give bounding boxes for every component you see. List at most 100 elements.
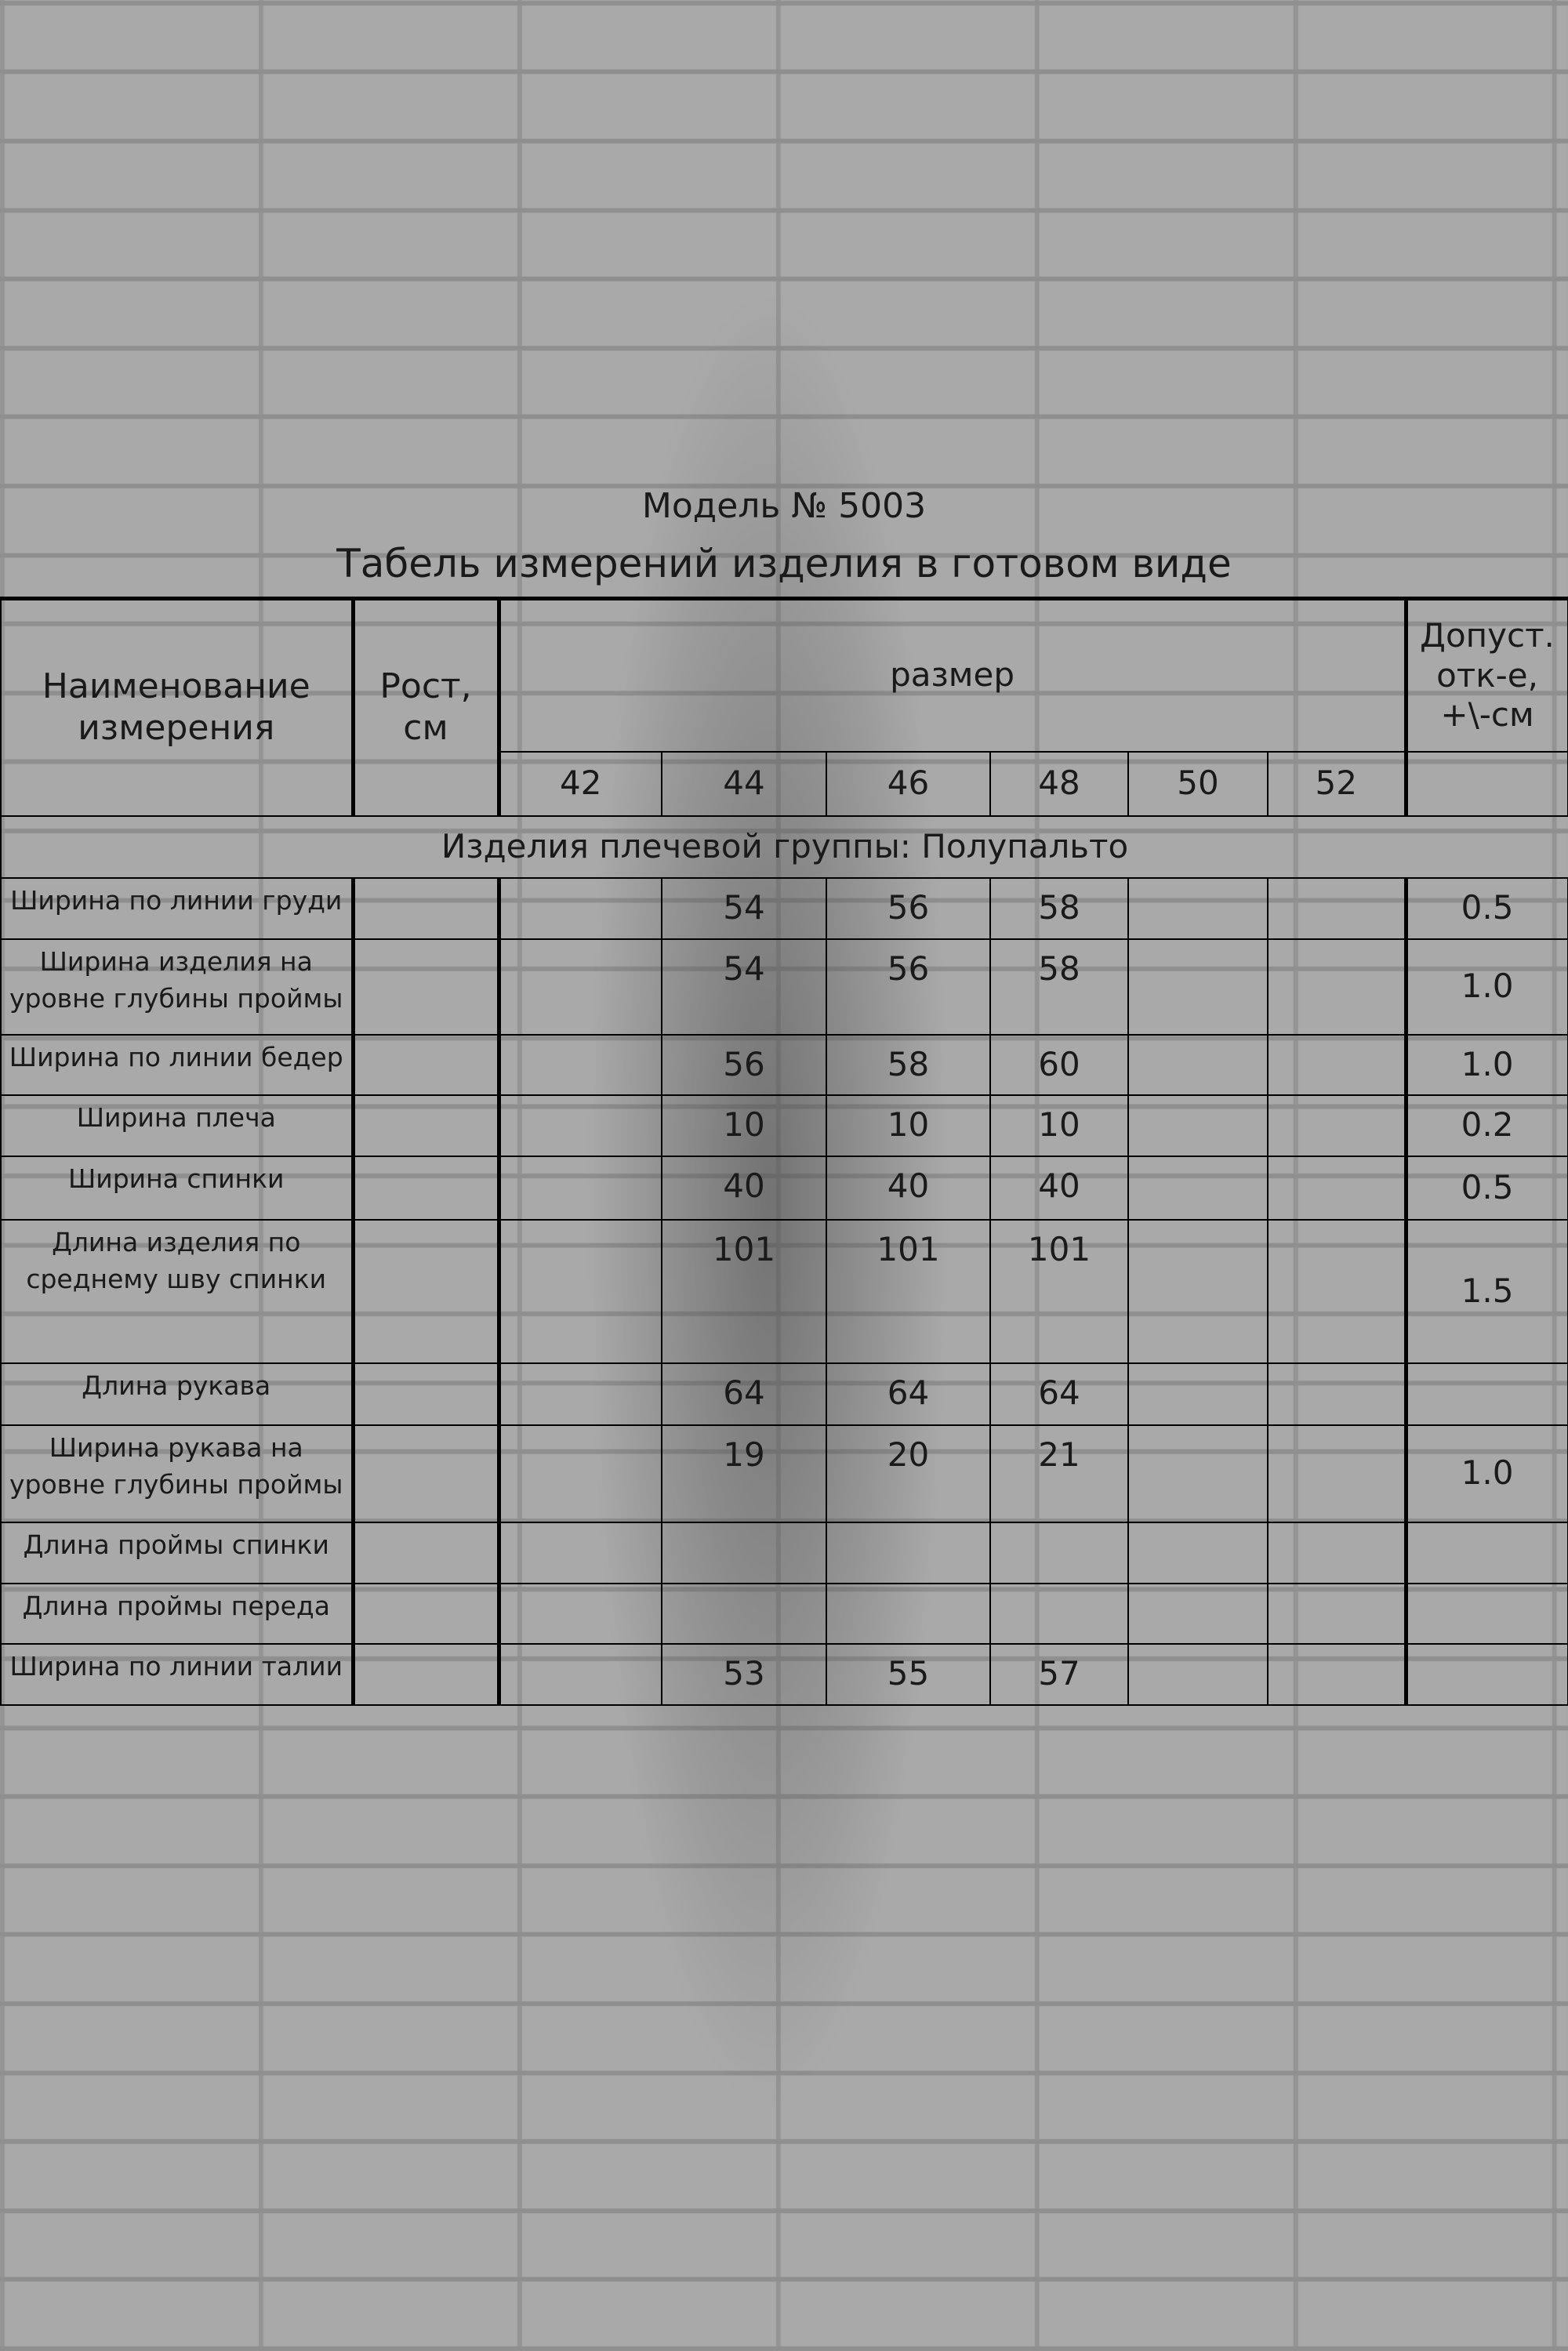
section-title: Изделия плечевой группы: Полупальто bbox=[0, 815, 1568, 879]
height-cell bbox=[350, 1155, 501, 1221]
size-value bbox=[498, 938, 662, 1036]
tolerance: 1.0 bbox=[1403, 1424, 1568, 1523]
size-value bbox=[498, 1033, 662, 1096]
table-row: Длина изделия по среднему шву спинки 101 1… bbox=[0, 1218, 1568, 1364]
size-value bbox=[1266, 1521, 1407, 1584]
size-value bbox=[498, 1521, 662, 1584]
model-number: Модель № 5003 bbox=[641, 486, 927, 526]
tolerance: 1.0 bbox=[1403, 938, 1568, 1036]
size-value bbox=[1266, 1362, 1407, 1426]
size-value bbox=[498, 1424, 662, 1523]
size-value bbox=[826, 1521, 991, 1584]
size-header: 52 bbox=[1266, 750, 1407, 817]
size-value bbox=[989, 1582, 1129, 1645]
size-value: 56 bbox=[826, 876, 991, 940]
size-value bbox=[1127, 938, 1269, 1036]
measurement-name: Ширина по линии бедер bbox=[0, 1033, 354, 1096]
size-value bbox=[1127, 876, 1269, 940]
table-row: Длина проймы переда bbox=[0, 1582, 1568, 1645]
measurement-name: Длина проймы спинки bbox=[0, 1521, 354, 1584]
header-name: Наименование измерения bbox=[0, 597, 354, 817]
measurement-name: Ширина изделия на уровне глубины проймы bbox=[0, 938, 354, 1036]
table-row: 42 44 46 48 50 52 bbox=[1, 750, 1568, 817]
measurement-name: Ширина по линии талии bbox=[0, 1642, 354, 1706]
size-value bbox=[498, 1642, 662, 1706]
tolerance: 0.5 bbox=[1403, 876, 1568, 940]
size-value bbox=[1127, 1094, 1269, 1157]
size-value bbox=[1266, 1582, 1407, 1645]
measurement-name: Ширина рукава на уровне глубины проймы bbox=[0, 1424, 354, 1523]
empty-cell bbox=[1403, 750, 1568, 817]
size-value bbox=[498, 1094, 662, 1157]
tolerance: 0.5 bbox=[1403, 1155, 1568, 1221]
size-value: 57 bbox=[989, 1642, 1129, 1706]
size-value bbox=[1266, 1424, 1407, 1523]
height-cell bbox=[350, 1362, 501, 1426]
height-cell bbox=[350, 938, 501, 1036]
size-value bbox=[498, 876, 662, 940]
size-value: 58 bbox=[989, 938, 1129, 1036]
header-height: Рост, см bbox=[350, 597, 501, 817]
size-value: 20 bbox=[826, 1424, 991, 1523]
table-row: Наименование измерения Рост, см размер Допу… bbox=[0, 597, 1568, 817]
size-value bbox=[498, 1155, 662, 1221]
size-value: 10 bbox=[661, 1094, 827, 1157]
size-value bbox=[498, 1362, 662, 1426]
size-value: 64 bbox=[661, 1362, 827, 1426]
size-value bbox=[1127, 1362, 1269, 1426]
size-value bbox=[1266, 1033, 1407, 1096]
height-cell bbox=[350, 876, 501, 940]
height-cell bbox=[350, 1521, 501, 1584]
size-header: 42 bbox=[498, 750, 662, 817]
height-cell bbox=[350, 1582, 501, 1645]
size-value bbox=[1127, 1424, 1269, 1523]
tolerance bbox=[1403, 1521, 1568, 1584]
size-value bbox=[661, 1521, 827, 1584]
tolerance bbox=[1403, 1582, 1568, 1645]
measurement-name: Ширина по линии груди bbox=[0, 876, 354, 940]
size-value: 19 bbox=[661, 1424, 827, 1523]
size-value bbox=[1127, 1033, 1269, 1096]
size-value: 58 bbox=[989, 876, 1129, 940]
size-value: 58 bbox=[826, 1033, 991, 1096]
size-value bbox=[661, 1582, 827, 1645]
table-row: Ширина по линии талии 53 55 57 bbox=[0, 1642, 1568, 1706]
table-row: Ширина спинки 40 40 40 0.5 bbox=[0, 1155, 1568, 1221]
tolerance bbox=[1403, 1642, 1568, 1706]
size-value: 54 bbox=[661, 876, 827, 940]
size-value: 101 bbox=[989, 1218, 1129, 1364]
size-header: 44 bbox=[661, 750, 827, 817]
size-value: 21 bbox=[989, 1424, 1129, 1523]
size-value: 101 bbox=[661, 1218, 827, 1364]
size-value: 64 bbox=[826, 1362, 991, 1426]
table-row: Ширина рукава на уровне глубины проймы 19… bbox=[0, 1424, 1568, 1523]
size-value: 40 bbox=[826, 1155, 991, 1221]
height-cell bbox=[350, 1094, 501, 1157]
measurement-table: Наименование измерения Рост, см размер Допу… bbox=[0, 597, 1568, 1706]
size-value bbox=[1266, 876, 1407, 940]
size-value bbox=[1127, 1642, 1269, 1706]
size-value bbox=[1127, 1582, 1269, 1645]
tolerance: 1.0 bbox=[1403, 1033, 1568, 1096]
size-value bbox=[989, 1521, 1129, 1584]
size-value bbox=[1127, 1521, 1269, 1584]
size-value: 54 bbox=[661, 938, 827, 1036]
measurement-name: Длина проймы переда bbox=[0, 1582, 354, 1645]
size-value bbox=[1127, 1155, 1269, 1221]
table-row: Длина проймы спинки bbox=[0, 1521, 1568, 1584]
size-header: 50 bbox=[1127, 750, 1269, 817]
size-header: 48 bbox=[989, 750, 1129, 817]
table-row: Ширина по линии груди 54 56 58 0.5 bbox=[0, 876, 1568, 940]
height-cell bbox=[350, 1218, 501, 1364]
size-value: 56 bbox=[661, 1033, 827, 1096]
size-value bbox=[1266, 1642, 1407, 1706]
size-value bbox=[498, 1218, 662, 1364]
size-value: 64 bbox=[989, 1362, 1129, 1426]
header-size: размер bbox=[497, 597, 1407, 753]
height-cell bbox=[350, 1642, 501, 1706]
size-value bbox=[498, 1582, 662, 1645]
size-value: 10 bbox=[826, 1094, 991, 1157]
size-value: 40 bbox=[989, 1155, 1129, 1221]
table-row: Ширина по линии бедер 56 58 60 1.0 bbox=[0, 1033, 1568, 1096]
